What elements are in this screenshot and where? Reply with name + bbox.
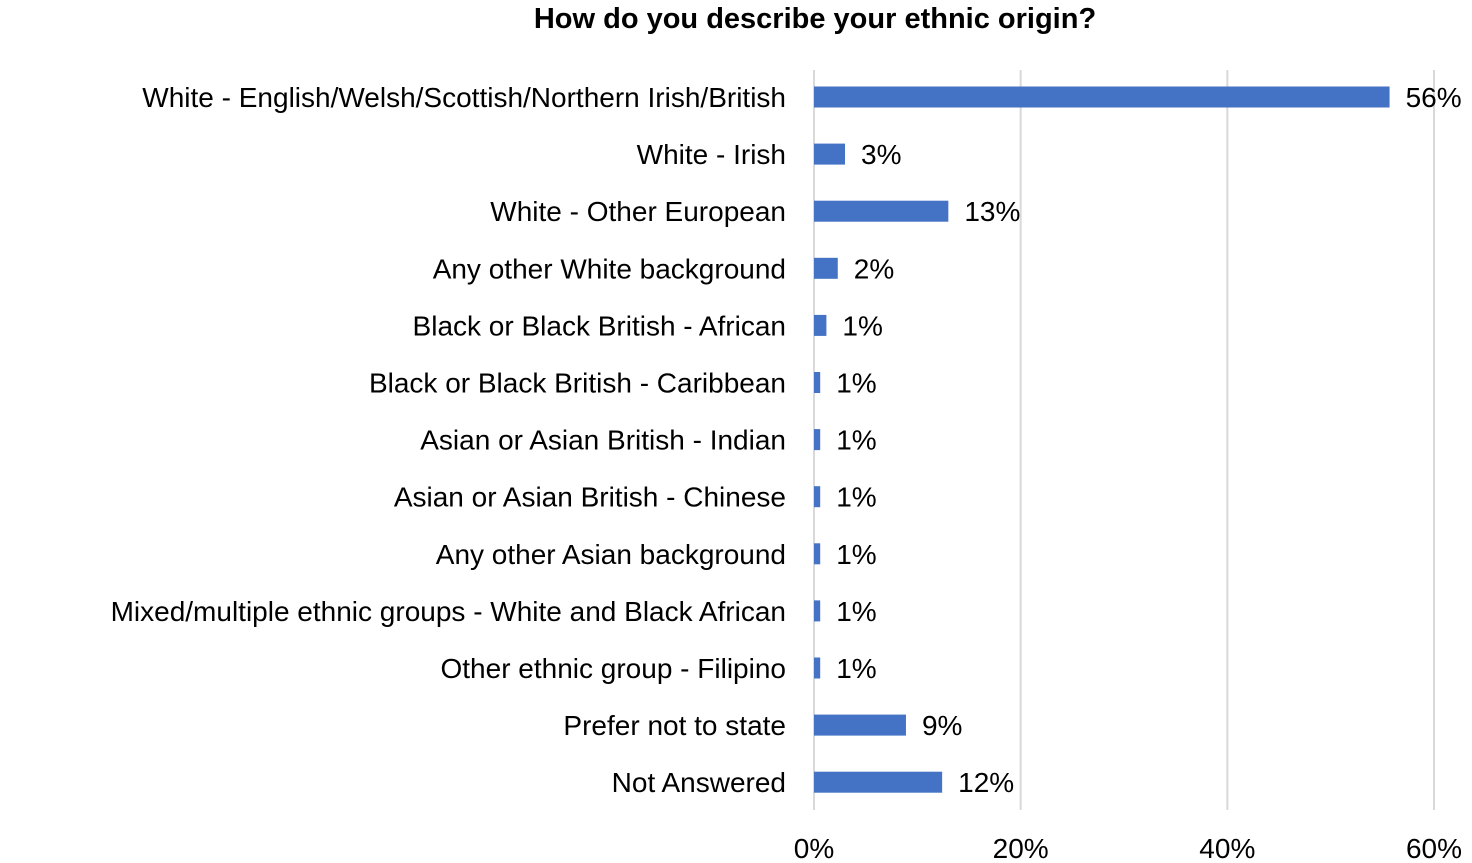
category-label: Asian or Asian British - Indian bbox=[420, 425, 786, 456]
data-label: 1% bbox=[842, 310, 882, 341]
category-label: Mixed/multiple ethnic groups - White and… bbox=[111, 596, 786, 627]
category-label: Black or Black British - Caribbean bbox=[369, 368, 786, 399]
bar bbox=[814, 600, 821, 622]
bar bbox=[814, 86, 1390, 108]
bar bbox=[814, 314, 827, 336]
data-label: 3% bbox=[861, 139, 901, 170]
bar bbox=[814, 372, 821, 393]
category-labels: White - English/Welsh/Scottish/Northern … bbox=[111, 82, 786, 798]
data-label: 1% bbox=[836, 482, 876, 513]
data-label: 1% bbox=[836, 539, 876, 570]
bar bbox=[814, 771, 943, 793]
data-label: 13% bbox=[964, 196, 1020, 227]
x-tick-label: 0% bbox=[794, 833, 834, 863]
bar bbox=[814, 143, 845, 165]
category-label: Other ethnic group - Filipino bbox=[440, 653, 786, 684]
chart-title: How do you describe your ethnic origin? bbox=[534, 3, 1096, 35]
category-label: Any other Asian background bbox=[436, 539, 786, 570]
category-label: Black or Black British - African bbox=[413, 310, 786, 341]
x-tick-label: 60% bbox=[1406, 833, 1462, 863]
category-label: Not Answered bbox=[612, 767, 786, 798]
bar-series bbox=[814, 86, 1390, 793]
data-label: 56% bbox=[1406, 82, 1462, 113]
gridlines bbox=[813, 70, 1435, 810]
category-label: Asian or Asian British - Chinese bbox=[394, 482, 786, 513]
data-label: 2% bbox=[854, 253, 894, 284]
category-label: Any other White background bbox=[433, 253, 786, 284]
bar bbox=[814, 486, 821, 508]
data-label: 9% bbox=[922, 710, 962, 741]
data-labels: 56% 3% 13% 2% 1% 1% 1% 1% 1% 1% 1% 9% 12% bbox=[836, 82, 1461, 798]
bar bbox=[814, 200, 949, 222]
data-label: 1% bbox=[836, 425, 876, 456]
bar bbox=[814, 429, 821, 451]
bar bbox=[814, 543, 821, 565]
x-tick-label: 40% bbox=[1199, 833, 1255, 863]
bar bbox=[814, 257, 838, 279]
data-label: 1% bbox=[836, 596, 876, 627]
category-label: Prefer not to state bbox=[563, 710, 786, 741]
bar bbox=[814, 714, 906, 736]
data-label: 1% bbox=[836, 653, 876, 684]
category-label: White - Irish bbox=[637, 139, 786, 170]
category-label: White - English/Welsh/Scottish/Northern … bbox=[142, 82, 786, 113]
data-label: 12% bbox=[958, 767, 1014, 798]
bar bbox=[814, 657, 821, 679]
category-label: White - Other European bbox=[490, 196, 786, 227]
x-tick-label: 20% bbox=[993, 833, 1049, 863]
x-axis-tick-labels: 0% 20% 40% 60% bbox=[794, 833, 1462, 863]
data-label: 1% bbox=[836, 368, 876, 399]
